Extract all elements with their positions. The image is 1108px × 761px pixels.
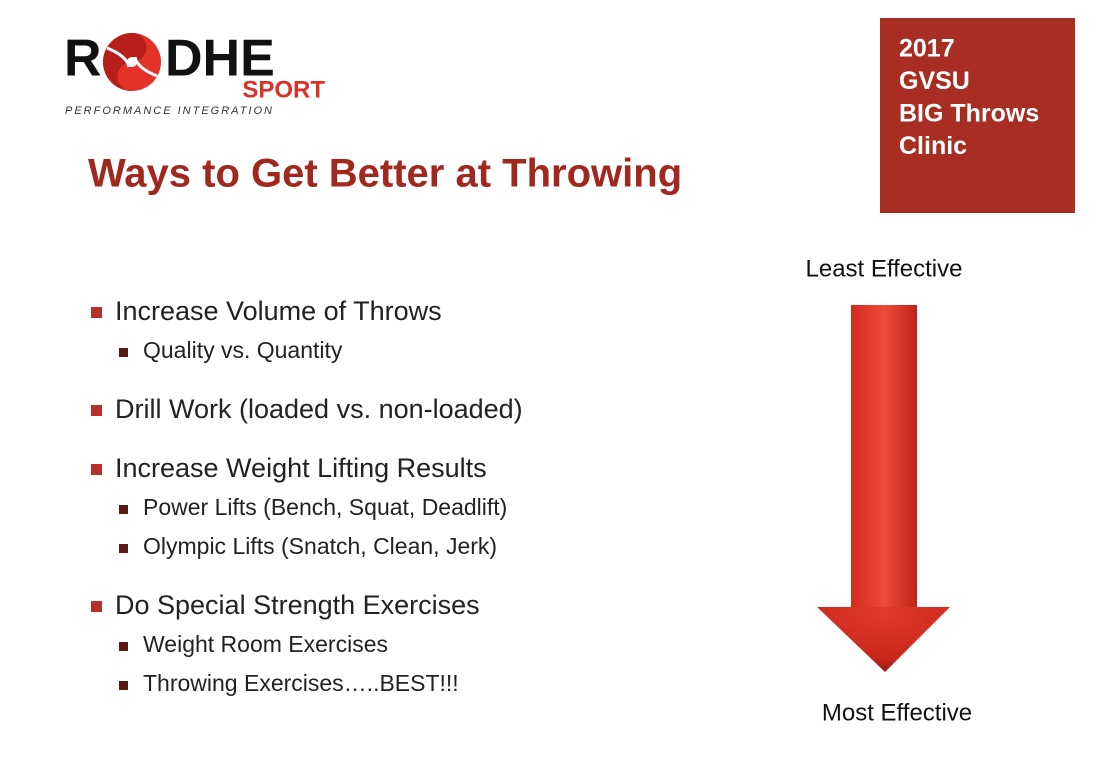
- badge-line: BIG Throws: [899, 100, 1039, 128]
- sub-bullet-marker: [119, 642, 128, 651]
- badge-line: GVSU: [899, 67, 970, 95]
- badge: [880, 18, 1075, 213]
- bullet-text: Increase Volume of Throws: [115, 296, 442, 326]
- sub-bullet-text: Throwing Exercises…..BEST!!!: [143, 670, 459, 696]
- bullet-marker: [91, 464, 102, 475]
- badge-line: Clinic: [899, 132, 967, 160]
- bullet-text: Do Special Strength Exercises: [115, 590, 480, 620]
- logo-letters: DHE: [165, 30, 275, 88]
- sub-bullet-marker: [119, 348, 128, 357]
- arrow-head: [817, 607, 950, 672]
- sub-bullet-marker: [119, 681, 128, 690]
- sub-bullet-text: Power Lifts (Bench, Squat, Deadlift): [143, 494, 507, 520]
- slide-title: Ways to Get Better at Throwing: [88, 152, 682, 196]
- logo-letter: R: [64, 30, 102, 88]
- bullet-marker: [91, 405, 102, 416]
- bullet-text: Increase Weight Lifting Results: [115, 453, 487, 483]
- sub-bullet-text: Weight Room Exercises: [143, 631, 388, 657]
- bullet-text: Drill Work (loaded vs. non-loaded): [115, 394, 523, 424]
- arrow-bottom-label: Most Effective: [822, 699, 972, 726]
- arrow-top-label: Least Effective: [806, 255, 963, 282]
- sub-bullet-marker: [119, 544, 128, 553]
- sub-bullet-text: Quality vs. Quantity: [143, 337, 343, 363]
- logo-tagline: PERFORMANCE INTEGRATION: [65, 105, 274, 117]
- logo: R DHE SPORT PERFORMANCE INTEGRATION: [64, 30, 325, 117]
- bullet-marker: [91, 307, 102, 318]
- logo-brand: SPORT: [242, 76, 325, 103]
- sub-bullet-marker: [119, 505, 128, 514]
- logo-icon: [103, 33, 161, 91]
- badge-line: 2017: [899, 35, 955, 63]
- sub-bullet-text: Olympic Lifts (Snatch, Clean, Jerk): [143, 533, 497, 559]
- bullet-marker: [91, 601, 102, 612]
- arrow-shaft: [851, 305, 917, 608]
